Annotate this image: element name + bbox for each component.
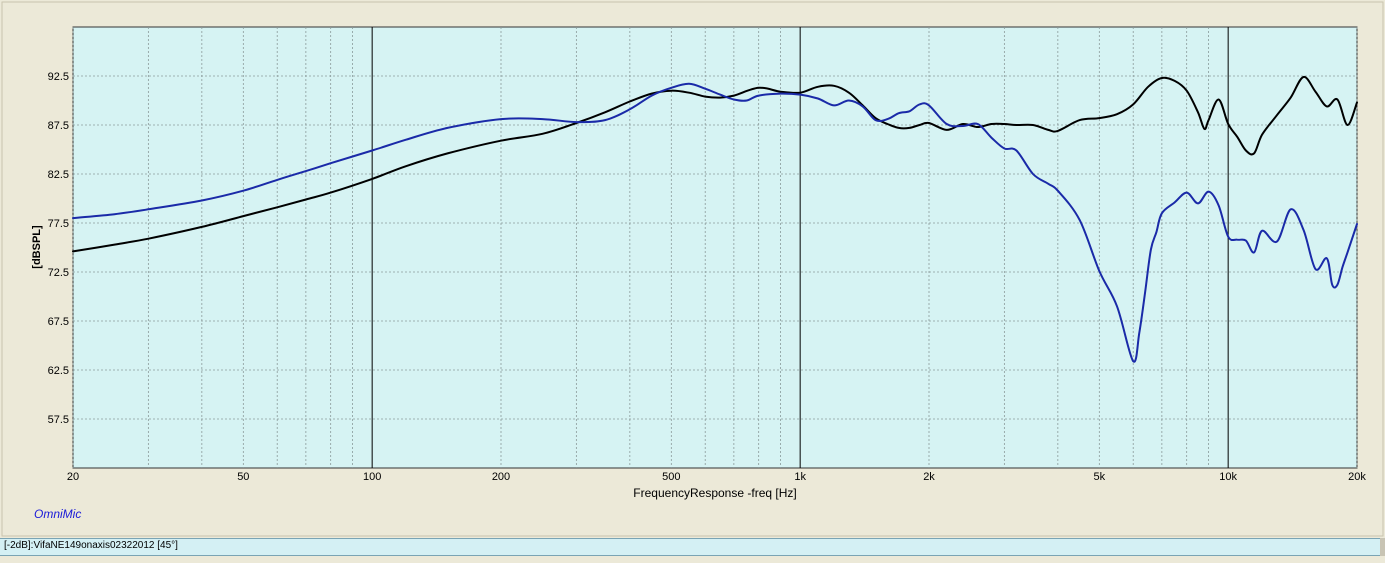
series-line-2 (72, 82, 1358, 363)
y-tick-label: 62.5 (48, 365, 69, 377)
y-tick-label: 67.5 (48, 316, 69, 328)
x-tick-label: 200 (492, 471, 510, 483)
y-axis-label: [dBSPL] (31, 225, 43, 269)
outer-panel-border (1, 1, 1384, 537)
x-tick-label: 1k (794, 471, 806, 483)
trace-label: [-2dB]:VifaNE149onaxis02322012 [45°] (4, 540, 178, 551)
series-line-1 (72, 76, 1358, 253)
x-tick-label: 50 (237, 471, 249, 483)
y-tick-label: 82.5 (48, 169, 69, 181)
y-tick-label: 57.5 (48, 414, 69, 426)
axis-tick-labels: 92.5 87.5 82.5 77.5 72.5 67.5 62.5 57.5 20 50 100 2… (48, 71, 1367, 483)
omnimic-brand-label: OmniMic (34, 507, 82, 521)
x-tick-label: 100 (363, 471, 381, 483)
plot-area[interactable] (72, 26, 1358, 469)
series-lines (72, 76, 1358, 363)
status-scroll-edge (1380, 538, 1385, 556)
y-tick-label: 92.5 (48, 71, 69, 83)
y-tick-label: 87.5 (48, 120, 69, 132)
x-tick-label: 2k (923, 471, 935, 483)
x-tick-label: 10k (1219, 471, 1237, 483)
y-tick-label: 77.5 (48, 218, 69, 230)
x-tick-label: 500 (662, 471, 680, 483)
y-tick-label: 72.5 (48, 267, 69, 279)
x-tick-label: 20 (67, 471, 79, 483)
x-tick-label: 20k (1348, 471, 1366, 483)
x-tick-label: 5k (1094, 471, 1106, 483)
trace-status-bar[interactable]: [-2dB]:VifaNE149onaxis02322012 [45°] (0, 538, 1380, 556)
x-axis-label: FrequencyResponse -freq [Hz] (633, 486, 796, 500)
